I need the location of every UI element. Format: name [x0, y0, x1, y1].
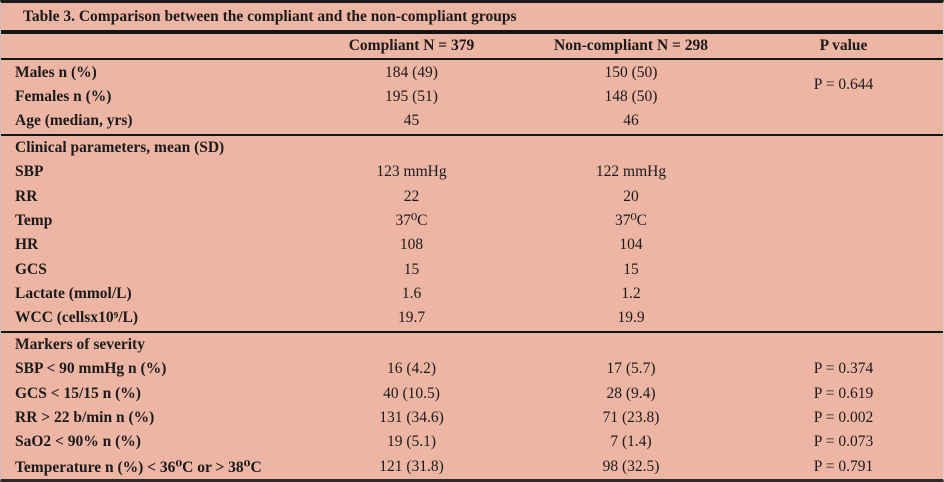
noncompliant-value: 46 — [623, 112, 639, 130]
row-label: Age (median, yrs) — [15, 112, 133, 130]
compliant-value: 131 (34.6) — [379, 408, 444, 426]
compliant-value: 37⁰C — [395, 212, 428, 230]
noncompliant-value: 148 (50) — [604, 87, 658, 105]
table-row-rr: RR 22 20 — [1, 184, 943, 208]
table-row-age: Age (median, yrs) 45 46 — [1, 109, 943, 135]
table-row-rr22: RR > 22 b/min n (%) 131 (34.6) 71 (23.8)… — [1, 406, 943, 430]
table-row-temp: Temp 37⁰C 37⁰C — [1, 209, 943, 233]
compliant-value: 184 (49) — [385, 63, 438, 81]
compliant-value: 195 (51) — [385, 87, 438, 105]
noncompliant-value: 104 — [619, 236, 643, 254]
section-header-clinical: Clinical parameters, mean (SD) — [1, 135, 943, 160]
compliant-value: 15 — [403, 260, 420, 278]
pvalue-empty — [742, 109, 943, 134]
pvalue-value: P = 0.791 — [813, 457, 874, 475]
compliant-value: 45 — [403, 112, 420, 130]
compliant-value: 40 (10.5) — [383, 384, 440, 402]
row-label: GCS — [15, 260, 47, 278]
row-label: RR > 22 b/min n (%) — [15, 408, 155, 426]
table-row-lactate: Lactate (mmol/L) 1.6 1.2 — [1, 282, 943, 306]
noncompliant-value: 7 (1.4) — [610, 433, 652, 451]
col-header-compliant: Compliant N = 379 — [348, 37, 475, 55]
row-label: SBP — [15, 163, 44, 181]
noncompliant-value: 122 mmHg — [595, 163, 667, 181]
row-label: Lactate (mmol/L) — [15, 285, 132, 302]
col-header-noncompliant: Non-compliant N = 298 — [554, 37, 708, 55]
table-row-gcs15: GCS < 15/15 n (%) 40 (10.5) 28 (9.4) P =… — [1, 381, 943, 405]
table-row-sbp90: SBP < 90 mmHg n (%) 16 (4.2) 17 (5.7) P … — [1, 357, 943, 381]
compliant-value: 19 (5.1) — [386, 433, 437, 451]
noncompliant-value: 28 (9.4) — [606, 384, 656, 402]
col-header-pvalue: P value — [819, 37, 868, 55]
table-row-sbp: SBP 123 mmHg 122 mmHg — [1, 160, 943, 184]
pvalue-value: P = 0.002 — [813, 408, 874, 426]
pvalue-value: P = 0.073 — [813, 433, 874, 451]
noncompliant-value: 19.9 — [617, 309, 645, 327]
pvalue-sex: P = 0.644 — [813, 75, 874, 93]
table-row-gcs: GCS 15 15 — [1, 257, 943, 281]
pvalue-value: P = 0.374 — [813, 360, 874, 378]
pvalue-empty — [742, 184, 943, 208]
row-label: Temp — [15, 211, 53, 229]
noncompliant-value: 17 (5.7) — [606, 360, 656, 378]
table-row-males: Males n (%) 184 (49) 150 (50) P = 0.644 — [1, 59, 943, 93]
row-label: GCS < 15/15 n (%) — [15, 384, 141, 402]
table-row-wcc: WCC (cellsx10⁹/L) 19.7 19.9 — [1, 306, 943, 332]
table-row-hr: HR 108 104 — [1, 233, 943, 257]
col-header-blank — [1, 34, 303, 59]
row-label: Males n (%) — [15, 63, 97, 81]
table-title: Table 3. Comparison between the complian… — [1, 3, 943, 34]
row-label: HR — [15, 236, 39, 254]
row-label: SBP < 90 mmHg n (%) — [15, 360, 167, 378]
pvalue-empty — [742, 233, 943, 257]
row-label: Females n (%) — [15, 87, 112, 105]
noncompliant-value: 20 — [623, 187, 639, 205]
section-header-severity: Markers of severity — [1, 332, 943, 357]
compliant-value: 121 (31.8) — [379, 457, 444, 475]
section-label: Markers of severity — [15, 335, 145, 353]
table-row-females: Females n (%) 195 (51) 148 (50) — [1, 85, 943, 109]
compliant-value: 108 — [399, 236, 424, 254]
compliant-value: 1.6 — [401, 285, 422, 302]
row-label: RR — [15, 187, 38, 205]
noncompliant-value: 15 — [623, 260, 639, 278]
compliant-value: 123 mmHg — [376, 163, 447, 181]
table-row-temperature: Temperature n (%) < 36⁰C or > 38⁰C 121 (… — [1, 454, 943, 479]
noncompliant-value: 71 (23.8) — [602, 408, 660, 426]
noncompliant-value: 37⁰C — [614, 212, 648, 230]
pvalue-empty — [742, 306, 943, 331]
comparison-table: Compliant N = 379 Non-compliant N = 298 … — [1, 34, 943, 479]
noncompliant-value: 98 (32.5) — [602, 457, 660, 475]
compliant-value: 16 (4.2) — [386, 360, 437, 378]
pvalue-value: P = 0.619 — [813, 384, 874, 402]
compliant-value: 19.7 — [397, 309, 426, 327]
section-label: Clinical parameters, mean (SD) — [15, 138, 225, 156]
noncompliant-value: 1.2 — [621, 285, 641, 302]
column-header-row: Compliant N = 379 Non-compliant N = 298 … — [1, 34, 943, 60]
compliant-value: 22 — [403, 187, 420, 205]
pvalue-empty — [742, 257, 943, 281]
row-label: SaO2 < 90% n (%) — [15, 433, 141, 451]
pvalue-empty — [742, 282, 943, 306]
row-label: WCC (cellsx10⁹/L) — [15, 309, 139, 327]
noncompliant-value: 150 (50) — [604, 63, 658, 81]
pvalue-empty — [742, 160, 943, 184]
row-label: Temperature n (%) < 36⁰C or > 38⁰C — [15, 458, 262, 476]
table-row-sao2: SaO2 < 90% n (%) 19 (5.1) 7 (1.4) P = 0.… — [1, 430, 943, 454]
pvalue-empty — [742, 209, 943, 233]
